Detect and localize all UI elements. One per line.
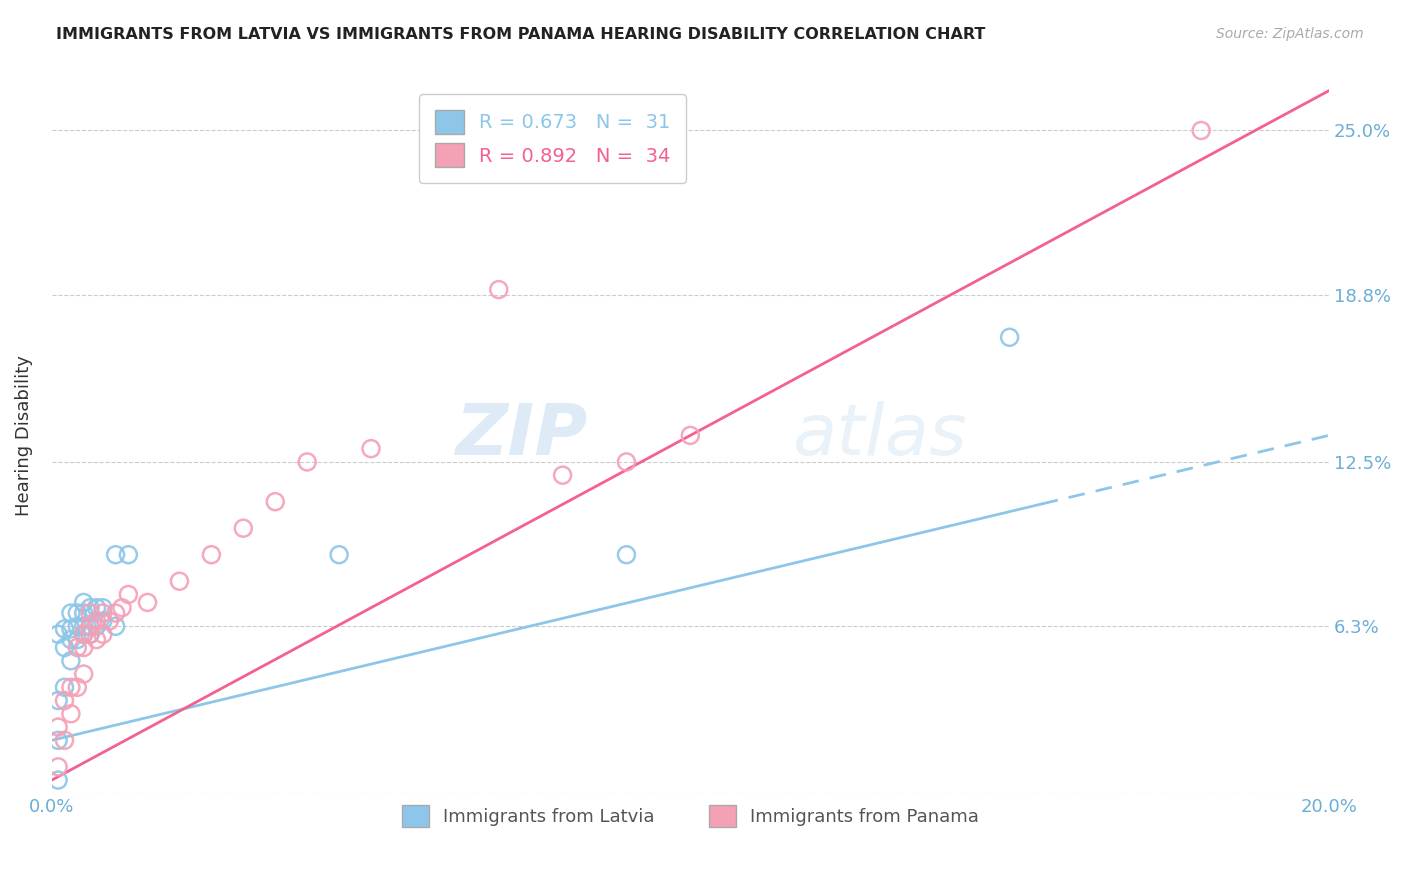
- Point: [91, 600, 114, 615]
- Point: [79, 600, 101, 615]
- Point: [328, 548, 350, 562]
- Point: [79, 619, 101, 633]
- Point: [91, 627, 114, 641]
- Point: [488, 283, 510, 297]
- Point: [66, 619, 89, 633]
- Text: ZIP: ZIP: [456, 401, 588, 470]
- Point: [616, 455, 638, 469]
- Point: [117, 548, 139, 562]
- Point: [551, 468, 574, 483]
- Point: [46, 693, 69, 707]
- Point: [73, 606, 96, 620]
- Legend: Immigrants from Latvia, Immigrants from Panama: Immigrants from Latvia, Immigrants from …: [394, 798, 987, 834]
- Point: [53, 733, 76, 747]
- Point: [66, 606, 89, 620]
- Point: [53, 693, 76, 707]
- Point: [53, 622, 76, 636]
- Point: [79, 619, 101, 633]
- Point: [73, 595, 96, 609]
- Point: [104, 548, 127, 562]
- Point: [86, 632, 108, 647]
- Point: [169, 574, 191, 589]
- Text: Source: ZipAtlas.com: Source: ZipAtlas.com: [1216, 27, 1364, 41]
- Point: [360, 442, 382, 456]
- Point: [86, 614, 108, 628]
- Point: [66, 632, 89, 647]
- Point: [616, 548, 638, 562]
- Point: [46, 760, 69, 774]
- Point: [117, 587, 139, 601]
- Point: [46, 627, 69, 641]
- Point: [86, 619, 108, 633]
- Point: [73, 667, 96, 681]
- Point: [46, 733, 69, 747]
- Point: [232, 521, 254, 535]
- Y-axis label: Hearing Disability: Hearing Disability: [15, 355, 32, 516]
- Point: [73, 640, 96, 655]
- Point: [1189, 123, 1212, 137]
- Point: [59, 622, 82, 636]
- Point: [59, 606, 82, 620]
- Point: [91, 614, 114, 628]
- Point: [98, 614, 121, 628]
- Point: [79, 627, 101, 641]
- Point: [104, 619, 127, 633]
- Text: IMMIGRANTS FROM LATVIA VS IMMIGRANTS FROM PANAMA HEARING DISABILITY CORRELATION : IMMIGRANTS FROM LATVIA VS IMMIGRANTS FRO…: [56, 27, 986, 42]
- Point: [73, 627, 96, 641]
- Point: [295, 455, 318, 469]
- Point: [679, 428, 702, 442]
- Point: [53, 681, 76, 695]
- Point: [53, 640, 76, 655]
- Point: [59, 632, 82, 647]
- Point: [79, 606, 101, 620]
- Point: [111, 600, 134, 615]
- Point: [46, 773, 69, 788]
- Point: [264, 494, 287, 508]
- Point: [46, 720, 69, 734]
- Point: [91, 606, 114, 620]
- Point: [200, 548, 222, 562]
- Point: [59, 706, 82, 721]
- Point: [59, 681, 82, 695]
- Point: [73, 619, 96, 633]
- Point: [998, 330, 1021, 344]
- Point: [136, 595, 159, 609]
- Point: [79, 627, 101, 641]
- Point: [73, 627, 96, 641]
- Point: [104, 606, 127, 620]
- Point: [86, 600, 108, 615]
- Point: [66, 640, 89, 655]
- Point: [66, 681, 89, 695]
- Point: [59, 654, 82, 668]
- Text: atlas: atlas: [793, 401, 967, 470]
